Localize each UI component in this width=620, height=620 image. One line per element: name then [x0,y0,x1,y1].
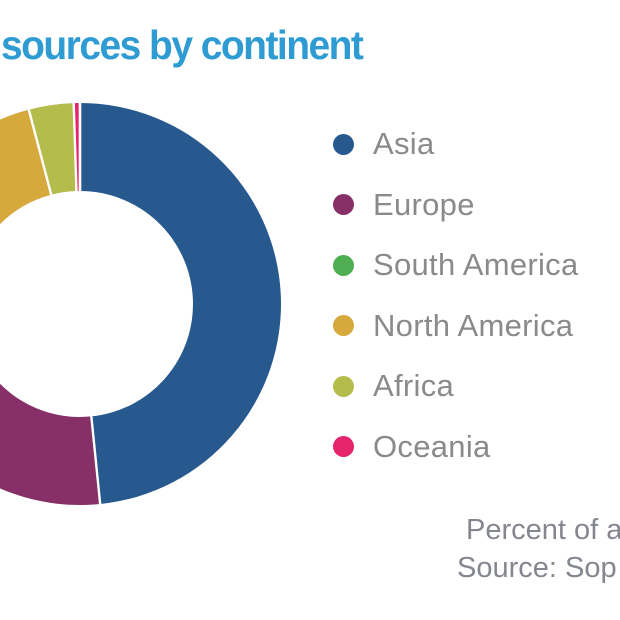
legend-label-north-america: North America [373,307,574,343]
legend-dot-europe [333,194,354,216]
donut-segment-asia [80,103,281,504]
donut-segment-europe [0,383,101,505]
segment-separator [72,102,78,193]
chart-legend: Asia Europe South America North America Afri… [333,114,579,477]
legend-item-oceania: Oceania [333,417,579,478]
legend-label-oceania: Oceania [373,428,491,464]
chart-title: sources by continent [1,22,364,68]
legend-label-europe: Europe [373,186,475,222]
legend-dot-south-america [333,254,354,276]
segment-separator [90,415,102,506]
legend-label-asia: Asia [373,126,435,162]
legend-label-africa: Africa [373,368,455,404]
footnote: Percent of a Source: Sop [457,512,620,587]
donut-segment-africa [28,103,77,195]
segment-separator [27,108,53,197]
legend-item-south-america: South America [333,235,579,296]
legend-dot-oceania [333,436,354,458]
legend-item-africa: Africa [333,356,579,417]
legend-item-asia: Asia [333,114,579,175]
legend-dot-africa [333,375,354,397]
legend-dot-asia [333,133,354,155]
legend-item-europe: Europe [333,175,579,236]
legend-item-north-america: North America [333,296,579,357]
legend-label-south-america: South America [373,247,579,283]
donut-segment-north-america [0,109,52,225]
footnote-source-label: Source: Sop [457,551,617,584]
footnote-percent-label: Percent of a [466,514,620,546]
legend-dot-north-america [333,315,354,337]
